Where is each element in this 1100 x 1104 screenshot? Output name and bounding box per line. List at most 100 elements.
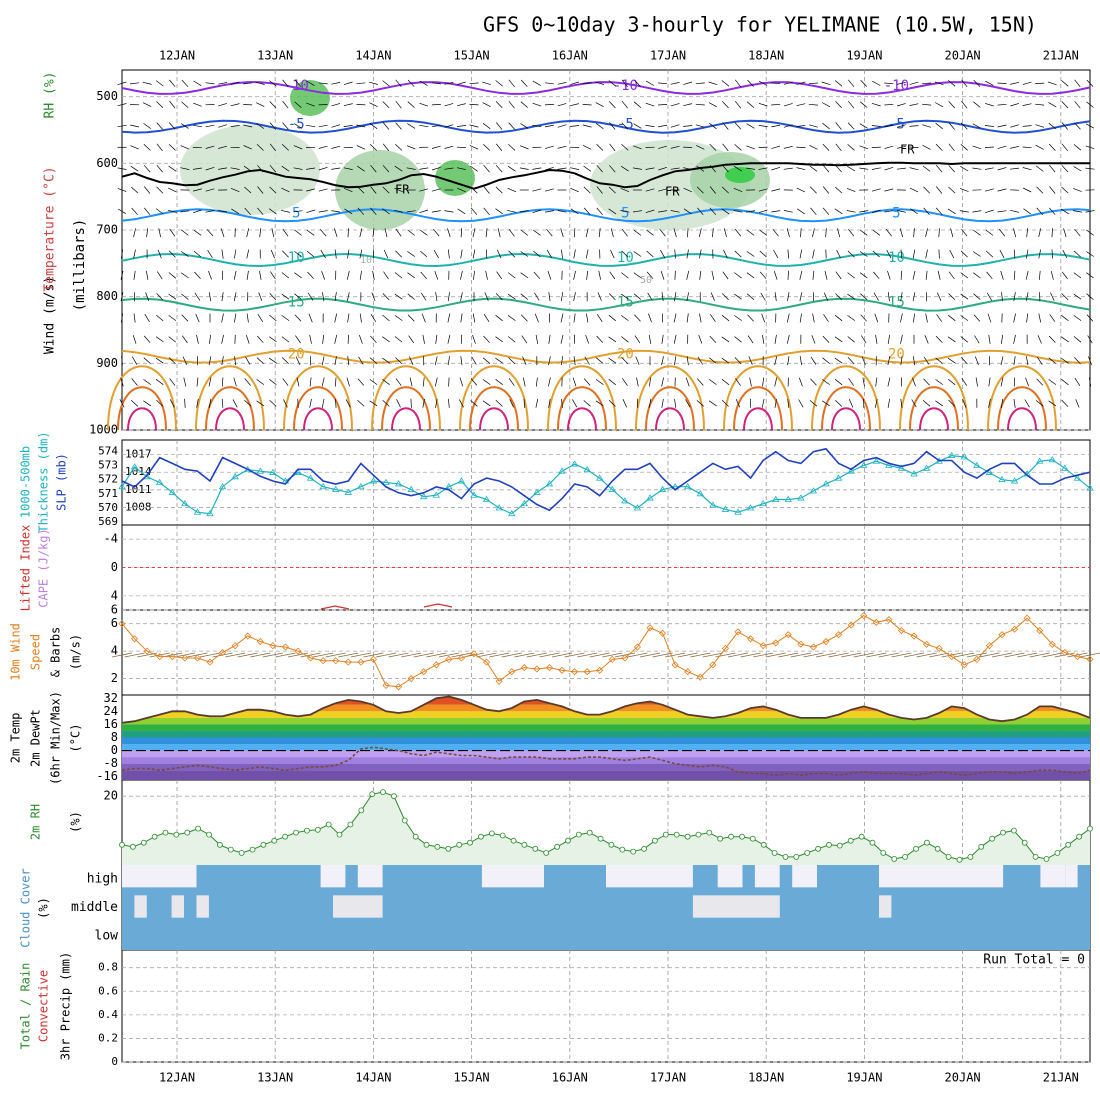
- rh-point: [859, 834, 864, 839]
- thickness-tick-label: 574: [98, 444, 118, 457]
- wind-barb: [675, 271, 676, 280]
- li-tick-label: -4: [104, 532, 118, 546]
- wind-barb: [356, 104, 365, 105]
- isotherm-label: 5: [292, 205, 300, 221]
- wind-tick-label: 6: [111, 616, 118, 630]
- rh-point: [359, 808, 364, 813]
- axis-label-wind10m: 10m Wind: [9, 623, 23, 681]
- temp-tick-label: -8: [104, 756, 118, 770]
- cloud-middle-clear: [333, 895, 383, 917]
- axis-label-precip: 3hr Precip (mm): [59, 952, 73, 1060]
- cloud-high-clear: [879, 865, 1003, 887]
- cloud-level-label: high: [87, 872, 118, 887]
- cloud-high-clear: [792, 865, 817, 887]
- rh-point: [478, 834, 483, 839]
- rh-point: [152, 834, 157, 839]
- date-label-top: 19JAN: [846, 49, 882, 63]
- li-tick-label: 4: [111, 588, 118, 602]
- rh-point: [1055, 850, 1060, 855]
- rh-point: [337, 832, 342, 837]
- cloud-high-clear: [321, 865, 346, 887]
- isotherm-label: 20: [288, 347, 305, 363]
- date-label-bottom: 13JAN: [257, 1071, 293, 1085]
- thickness-tick-label: 573: [98, 459, 118, 472]
- temp-color-band: [122, 757, 1090, 764]
- rh-point: [130, 844, 135, 849]
- rh-point: [935, 846, 940, 851]
- rh-point: [914, 846, 919, 851]
- rh-point: [424, 842, 429, 847]
- rh-point: [522, 842, 527, 847]
- cloud-middle-clear: [693, 895, 780, 917]
- rh-point: [968, 854, 973, 859]
- temp-tick-label: 16: [104, 717, 118, 731]
- rh-point: [315, 827, 320, 832]
- rh-point: [555, 844, 560, 849]
- wind-barb: [470, 104, 479, 105]
- cloud-middle-clear: [197, 895, 209, 917]
- rh-point: [848, 838, 853, 843]
- rh-point: [761, 842, 766, 847]
- cloud-high-clear: [482, 865, 544, 887]
- rh-point: [642, 846, 647, 851]
- rh-point: [120, 842, 125, 847]
- li-tick-label: 0: [111, 560, 118, 574]
- rh-point: [750, 836, 755, 841]
- cloud-middle-clear: [134, 895, 146, 917]
- temp-tick-label: 0: [111, 743, 118, 757]
- thickness-tick-label: 570: [98, 501, 118, 514]
- date-label-top: 15JAN: [454, 49, 490, 63]
- rh-point: [565, 838, 570, 843]
- rh-point: [228, 847, 233, 852]
- axis-label-cloud: (%): [37, 897, 51, 919]
- date-label-bottom: 18JAN: [748, 1071, 784, 1085]
- pressure-tick-label: 1000: [89, 423, 118, 437]
- isotherm-label: -10: [613, 78, 638, 94]
- date-label-top: 16JAN: [552, 49, 588, 63]
- axis-label-temp2m: (°C): [69, 724, 83, 753]
- isotherm-label: -5: [617, 117, 634, 133]
- rh-point: [979, 844, 984, 849]
- rh-point: [685, 834, 690, 839]
- rh-point: [185, 830, 190, 835]
- rh-point: [576, 832, 581, 837]
- pressure-tick-label: 800: [96, 289, 118, 303]
- axis-label-temp2m: (6hr Min/Max): [49, 691, 63, 785]
- rh-point: [294, 830, 299, 835]
- rh-point: [718, 836, 723, 841]
- date-label-bottom: 17JAN: [650, 1071, 686, 1085]
- axis-label-wind10m: & Barbs: [49, 627, 63, 678]
- date-label-bottom: 14JAN: [355, 1071, 391, 1085]
- date-label-top: 20JAN: [945, 49, 981, 63]
- rh-point: [217, 842, 222, 847]
- rh-point: [381, 790, 386, 795]
- wind-barb: [939, 250, 940, 259]
- wind-barb: [545, 104, 554, 105]
- rh-point: [816, 846, 821, 851]
- wind-barb: [796, 147, 805, 148]
- rh-point: [533, 846, 538, 851]
- rh-point: [805, 850, 810, 855]
- rh-point: [740, 834, 745, 839]
- freezing-level-label: FR: [900, 143, 915, 157]
- rh-point: [250, 847, 255, 852]
- isotherm-label: 10: [888, 250, 905, 266]
- freezing-level-label: FR: [665, 185, 680, 199]
- axis-label-thickness_slp: Thickness (dm): [37, 431, 51, 532]
- run-total-label: Run Total = 0: [983, 953, 1085, 968]
- rh-point: [609, 842, 614, 847]
- date-label-top: 17JAN: [650, 49, 686, 63]
- rh-point: [652, 838, 657, 843]
- wind-barb: [449, 378, 450, 387]
- axis-label-temp2m: 2m Temp: [9, 713, 23, 764]
- axis-label-thickness_slp: 1000-500mb: [19, 446, 33, 518]
- isotherm-label: 10: [617, 250, 634, 266]
- temp-tick-label: -16: [96, 769, 118, 783]
- wind-barb: [235, 228, 236, 237]
- rh-contour-label: 50: [640, 275, 652, 286]
- isotherm-label: 20: [617, 347, 634, 363]
- date-label-bottom: 16JAN: [552, 1071, 588, 1085]
- temp-tick-label: 24: [104, 704, 118, 718]
- rh-point: [326, 822, 331, 827]
- axis-label-cape_li: Lifted Index: [19, 525, 33, 612]
